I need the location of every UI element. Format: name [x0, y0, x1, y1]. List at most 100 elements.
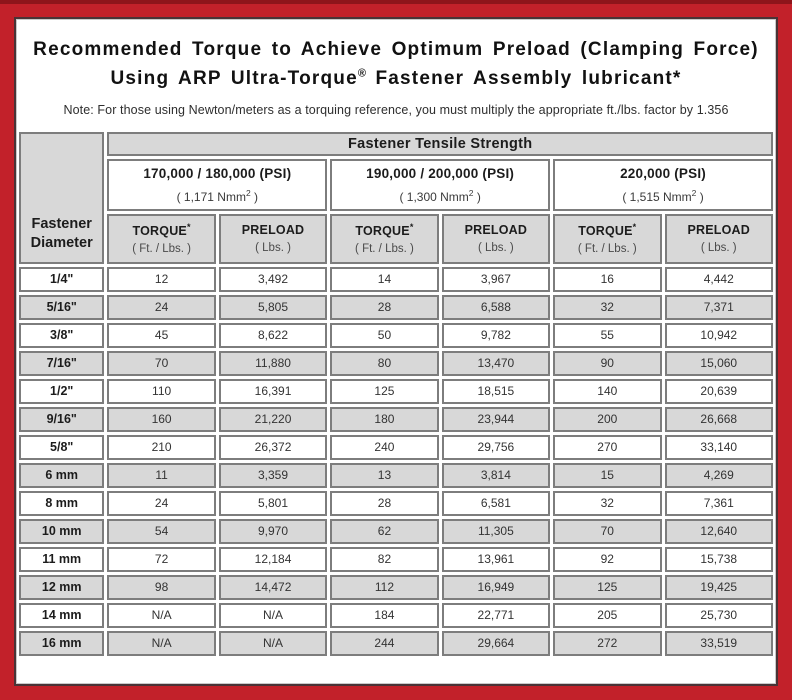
diameter-cell: 8 mm: [19, 490, 105, 516]
value-cell: 12,184: [218, 546, 328, 572]
value-cell: 270: [553, 434, 662, 460]
value-cell: 210: [107, 434, 216, 460]
torque-subheader: TORQUE*( Ft. / Lbs. ): [553, 213, 662, 264]
value-cell: 19,425: [664, 574, 773, 600]
value-cell: 26,372: [218, 434, 328, 460]
value-cell: 32: [553, 294, 662, 320]
value-cell: 92: [553, 546, 662, 572]
value-cell: 15: [553, 462, 662, 488]
value-cell: 112: [330, 574, 439, 600]
diameter-cell: 5/8": [19, 434, 105, 460]
value-cell: 33,140: [664, 434, 773, 460]
psi-group-3-nmm: ( 1,515 Nmm2 ): [622, 187, 704, 204]
preload-subheader: PRELOAD( Lbs. ): [441, 213, 551, 264]
torque-subheader: TORQUE*( Ft. / Lbs. ): [330, 213, 439, 264]
value-cell: 7,361: [664, 490, 773, 516]
psi-group-1-nmm: ( 1,171 Nmm2 ): [176, 187, 259, 204]
table-row: 9/16" 160 21,220 180 23,944 200 26,668: [19, 406, 773, 432]
value-cell: 11: [107, 462, 216, 488]
diameter-cell: 1/4": [19, 266, 105, 292]
table-row: 1/2" 110 16,391 125 18,515 140 20,639: [19, 378, 773, 404]
fastener-diameter-header: Fastener Diameter: [19, 131, 105, 264]
value-cell: 54: [107, 518, 216, 544]
value-cell: 24: [107, 490, 216, 516]
table-row: 11 mm 72 12,184 82 13,961 92 15,738: [19, 546, 773, 572]
table-row: 12 mm 98 14,472 112 16,949 125 19,425: [19, 574, 773, 600]
value-cell: 28: [330, 294, 439, 320]
value-cell: 160: [107, 406, 216, 432]
value-cell: N/A: [218, 602, 328, 628]
value-cell: 62: [330, 518, 439, 544]
value-cell: 29,664: [441, 630, 551, 656]
preload-subheader: PRELOAD( Lbs. ): [664, 213, 773, 264]
conversion-note: Note: For those using Newton/meters as a…: [63, 102, 729, 117]
value-cell: 14: [330, 266, 439, 292]
page-title-line2: Using ARP Ultra-Torque® Fastener Assembl…: [28, 64, 764, 93]
value-cell: 24: [107, 294, 216, 320]
tensile-header-row: Fastener Diameter Fastener Tensile Stren…: [19, 131, 773, 264]
document-frame: Recommended Torque to Achieve Optimum Pr…: [14, 17, 778, 686]
value-cell: 9,970: [218, 518, 328, 544]
psi-group-3-psi: 220,000 (PSI): [620, 165, 706, 181]
diameter-cell: 7/16": [19, 350, 105, 376]
value-cell: 205: [553, 602, 662, 628]
table-row: 1/4" 12 3,492 14 3,967 16 4,442: [19, 266, 773, 292]
value-cell: 140: [553, 378, 662, 404]
value-cell: 7,371: [664, 294, 773, 320]
value-cell: 3,359: [218, 462, 328, 488]
value-cell: 16,949: [441, 574, 551, 600]
table-row: 6 mm 11 3,359 13 3,814 15 4,269: [19, 462, 773, 488]
diameter-cell: 12 mm: [19, 574, 105, 600]
value-cell: 55: [553, 322, 662, 348]
diameter-cell: 9/16": [19, 406, 105, 432]
value-cell: 12: [107, 266, 216, 292]
diameter-cell: 3/8": [19, 322, 105, 348]
value-cell: 272: [553, 630, 662, 656]
value-cell: 3,814: [441, 462, 551, 488]
diameter-cell: 6 mm: [19, 462, 105, 488]
table-row: 14 mm N/A N/A 184 22,771 205 25,730: [19, 602, 773, 628]
value-cell: 25,730: [664, 602, 773, 628]
value-cell: 4,442: [664, 266, 773, 292]
value-cell: 244: [330, 630, 439, 656]
frame-top-dark-edge: [0, 0, 792, 4]
value-cell: N/A: [107, 630, 216, 656]
value-cell: 70: [553, 518, 662, 544]
value-cell: 12,640: [664, 518, 773, 544]
title-line2-text: Using ARP Ultra-Torque: [110, 68, 358, 90]
value-cell: 125: [330, 378, 439, 404]
value-cell: 29,756: [441, 434, 551, 460]
value-cell: 90: [553, 350, 662, 376]
value-cell: 32: [553, 490, 662, 516]
value-cell: 6,581: [441, 490, 551, 516]
table-row: 5/8" 210 26,372 240 29,756 270 33,140: [19, 434, 773, 460]
value-cell: 13: [330, 462, 439, 488]
value-cell: 80: [330, 350, 439, 376]
value-cell: 110: [107, 378, 216, 404]
value-cell: 125: [553, 574, 662, 600]
diameter-cell: 5/16": [19, 294, 105, 320]
value-cell: 15,738: [664, 546, 773, 572]
value-cell: 98: [107, 574, 216, 600]
value-cell: 33,519: [664, 630, 773, 656]
page-title-line1: Recommended Torque to Achieve Optimum Pr…: [33, 39, 759, 60]
torque-subheader: TORQUE*( Ft. / Lbs. ): [107, 213, 216, 264]
value-cell: 26,668: [664, 406, 773, 432]
value-cell: 14,472: [218, 574, 328, 600]
psi-group-2-nmm: ( 1,300 Nmm2 ): [399, 187, 481, 204]
value-cell: 16,391: [218, 378, 328, 404]
value-cell: 20,639: [664, 378, 773, 404]
preload-subheader: PRELOAD( Lbs. ): [218, 213, 328, 264]
psi-group-1-header: 170,000 / 180,000 (PSI) ( 1,171 Nmm2 ): [107, 158, 328, 211]
diameter-cell: 10 mm: [19, 518, 105, 544]
torque-spec-table: Fastener Diameter Fastener Tensile Stren…: [16, 129, 776, 659]
value-cell: 72: [107, 546, 216, 572]
diameter-cell: 1/2": [19, 378, 105, 404]
registered-trademark-symbol: ®: [357, 68, 366, 81]
value-cell: 13,961: [441, 546, 551, 572]
value-cell: 9,782: [441, 322, 551, 348]
value-cell: 16: [553, 266, 662, 292]
value-cell: 45: [107, 322, 216, 348]
table-row: 8 mm 24 5,801 28 6,581 32 7,361: [19, 490, 773, 516]
fastener-diameter-header-line1: Fastener: [31, 215, 92, 232]
